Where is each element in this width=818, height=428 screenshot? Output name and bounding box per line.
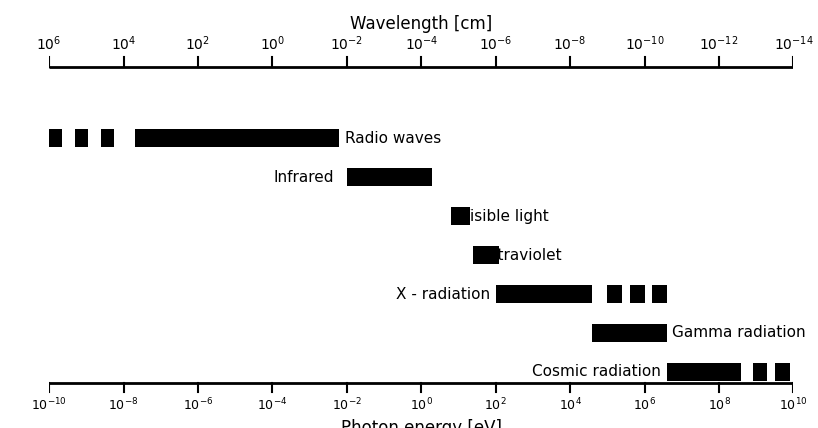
Text: $10^{2}$: $10^{2}$: [484, 396, 507, 413]
Text: $10^{2}$: $10^{2}$: [186, 35, 210, 53]
Text: $10^{-8}$: $10^{-8}$: [108, 396, 139, 413]
Text: $10^{-14}$: $10^{-14}$: [774, 35, 813, 53]
Text: Wavelength [cm]: Wavelength [cm]: [350, 15, 492, 33]
Bar: [49, 129, 62, 147]
Text: $10^{-10}$: $10^{-10}$: [625, 35, 664, 53]
Bar: [496, 285, 592, 303]
Bar: [775, 363, 789, 381]
Text: $10^{6}$: $10^{6}$: [37, 35, 61, 53]
Bar: [667, 363, 741, 381]
Text: Photon energy [eV]: Photon energy [eV]: [341, 419, 501, 428]
Text: Visible light: Visible light: [461, 209, 549, 224]
Text: $10^{-2}$: $10^{-2}$: [332, 396, 362, 413]
Bar: [652, 285, 667, 303]
Text: X - radiation: X - radiation: [396, 286, 490, 301]
Text: $10^{6}$: $10^{6}$: [633, 396, 656, 413]
Text: $10^{-10}$: $10^{-10}$: [31, 396, 67, 413]
Text: $10^{-4}$: $10^{-4}$: [405, 35, 438, 53]
Text: $10^{8}$: $10^{8}$: [708, 396, 730, 413]
Text: $10^{-12}$: $10^{-12}$: [699, 35, 739, 53]
Text: Gamma radiation: Gamma radiation: [672, 325, 806, 340]
Text: $10^{-8}$: $10^{-8}$: [554, 35, 587, 53]
Text: $10^{-2}$: $10^{-2}$: [330, 35, 363, 53]
Text: $10^{4}$: $10^{4}$: [559, 396, 582, 413]
Text: $10^{-6}$: $10^{-6}$: [479, 35, 512, 53]
Bar: [607, 285, 622, 303]
Bar: [753, 363, 767, 381]
Bar: [101, 129, 115, 147]
Text: $10^{4}$: $10^{4}$: [111, 35, 136, 53]
Bar: [798, 363, 812, 381]
Text: $10^{-6}$: $10^{-6}$: [182, 396, 213, 413]
Bar: [347, 168, 433, 186]
Bar: [75, 129, 88, 147]
Text: $10^{0}$: $10^{0}$: [410, 396, 433, 413]
Bar: [135, 129, 339, 147]
Bar: [474, 246, 500, 264]
Text: Infrared: Infrared: [273, 170, 334, 185]
Text: $10^{10}$: $10^{10}$: [780, 396, 807, 413]
Text: $10^{-4}$: $10^{-4}$: [257, 396, 288, 413]
Bar: [592, 324, 667, 342]
Text: $10^{0}$: $10^{0}$: [260, 35, 285, 53]
Text: Radio waves: Radio waves: [345, 131, 441, 146]
Text: Ultraviolet: Ultraviolet: [483, 247, 562, 263]
Bar: [630, 285, 645, 303]
Bar: [451, 207, 470, 225]
Text: Cosmic radiation: Cosmic radiation: [533, 364, 661, 379]
